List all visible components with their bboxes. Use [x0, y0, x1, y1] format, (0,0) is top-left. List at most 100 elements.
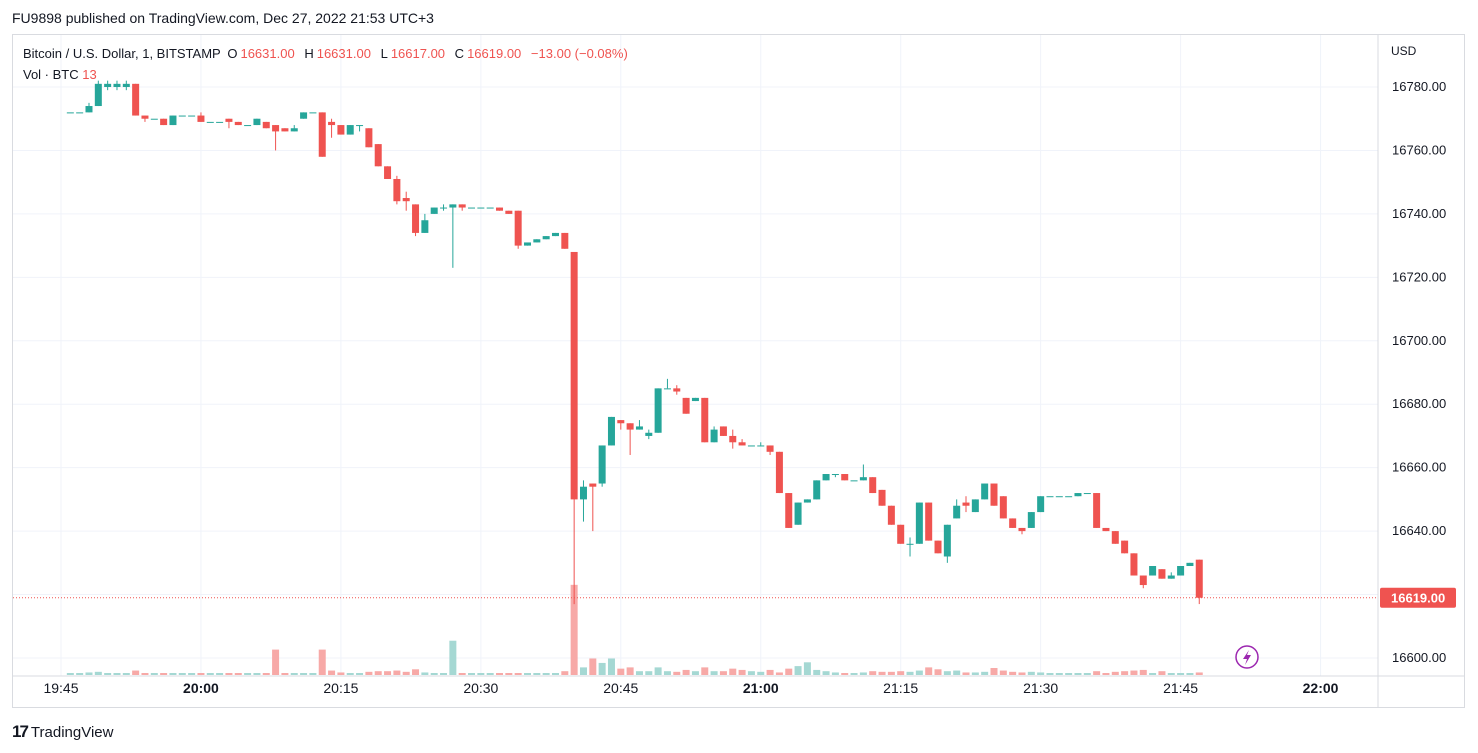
candle-body[interactable] [1177, 566, 1185, 576]
candle-body[interactable] [1130, 553, 1138, 576]
candle-body[interactable] [412, 204, 420, 233]
candle-body[interactable] [272, 125, 280, 132]
candle-body[interactable] [318, 112, 326, 157]
candle-body[interactable] [663, 388, 671, 390]
candle-body[interactable] [300, 112, 308, 119]
candle-body[interactable] [897, 524, 905, 544]
candle-body[interactable] [813, 480, 821, 500]
candle-body[interactable] [579, 486, 587, 500]
candle-body[interactable] [841, 474, 849, 481]
symbol-name[interactable]: Bitcoin / U.S. Dollar, 1, BITSTAMP [23, 46, 221, 61]
candle-body[interactable] [551, 232, 559, 237]
candle-body[interactable] [738, 442, 746, 446]
candle-body[interactable] [654, 388, 662, 433]
candle-body[interactable] [850, 480, 858, 482]
candle-body[interactable] [225, 118, 233, 122]
candle-body[interactable] [1167, 575, 1175, 579]
candle-body[interactable] [971, 499, 979, 513]
candle-body[interactable] [505, 210, 513, 214]
candle-body[interactable] [365, 128, 373, 148]
candle-body[interactable] [524, 242, 531, 246]
candle-body[interactable] [281, 128, 289, 132]
candle-body[interactable] [262, 121, 270, 129]
candle-body[interactable] [626, 423, 634, 430]
candle-body[interactable] [607, 416, 615, 446]
candle-body[interactable] [1009, 518, 1017, 528]
candle-body[interactable] [729, 435, 737, 443]
candle-body[interactable] [766, 445, 774, 452]
candle-body[interactable] [598, 445, 606, 484]
candle-body[interactable] [1037, 496, 1045, 513]
candle-body[interactable] [337, 125, 345, 135]
candle-body[interactable] [94, 83, 102, 107]
candle-body[interactable] [990, 483, 998, 506]
candle-body[interactable] [374, 144, 382, 167]
candle-body[interactable] [449, 204, 457, 208]
candle-body[interactable] [710, 429, 718, 443]
candle-body[interactable] [542, 236, 550, 240]
candle-body[interactable] [803, 499, 811, 503]
candle-body[interactable] [962, 502, 970, 506]
candle-body[interactable] [160, 118, 168, 126]
candle-body[interactable] [1083, 493, 1091, 495]
candle-body[interactable] [150, 118, 158, 120]
candle-body[interactable] [617, 420, 625, 424]
candle-body[interactable] [169, 115, 177, 126]
candle-body[interactable] [831, 474, 839, 476]
candle-body[interactable] [1139, 575, 1147, 586]
candle-body[interactable] [402, 198, 410, 202]
candle-body[interactable] [645, 432, 653, 436]
candle-body[interactable] [533, 239, 541, 243]
candle-body[interactable] [132, 83, 140, 116]
candle-body[interactable] [1102, 527, 1110, 532]
candle-body[interactable] [1065, 496, 1073, 498]
candle-body[interactable] [290, 128, 298, 132]
candle-body[interactable] [393, 178, 401, 202]
candle-body[interactable] [1018, 527, 1026, 532]
candle-body[interactable] [85, 106, 93, 113]
candle-body[interactable] [141, 115, 149, 119]
candle-body[interactable] [1121, 540, 1129, 554]
candle-body[interactable] [999, 496, 1007, 519]
candle-body[interactable] [122, 83, 130, 87]
candle-body[interactable] [76, 112, 84, 114]
candle-body[interactable] [486, 207, 494, 209]
candle-body[interactable] [1027, 512, 1035, 528]
candle-body[interactable] [206, 121, 214, 123]
candle-body[interactable] [934, 540, 942, 554]
candle-body[interactable] [1046, 496, 1054, 498]
candle-body[interactable] [328, 121, 336, 126]
candle-body[interactable] [430, 207, 438, 214]
candle-body[interactable] [244, 125, 252, 127]
candle-body[interactable] [1055, 496, 1063, 498]
candle-body[interactable] [384, 166, 392, 179]
candle-body[interactable] [104, 83, 112, 87]
candle-body[interactable] [775, 451, 783, 494]
candle-body[interactable] [794, 502, 802, 525]
candle-body[interactable] [496, 207, 504, 211]
candle-body[interactable] [234, 121, 242, 126]
candle-body[interactable] [953, 505, 961, 519]
candle-body[interactable] [514, 210, 522, 246]
candle-body[interactable] [822, 474, 830, 481]
candle-body[interactable] [468, 207, 476, 209]
symbol-legend[interactable]: Bitcoin / U.S. Dollar, 1, BITSTAMP O 1663… [23, 46, 631, 61]
candle-body[interactable] [925, 502, 933, 541]
candle-body[interactable] [421, 220, 429, 233]
candle-body[interactable] [253, 118, 261, 126]
candle-body[interactable] [561, 232, 569, 249]
candle-body[interactable] [356, 125, 364, 127]
candle-body[interactable] [1195, 559, 1203, 598]
candle-body[interactable] [178, 115, 186, 117]
candle-body[interactable] [1186, 562, 1194, 567]
candle-body[interactable] [757, 445, 765, 447]
candle-body[interactable] [66, 112, 74, 114]
candle-body[interactable] [906, 543, 914, 545]
candle-body[interactable] [216, 121, 224, 123]
candle-body[interactable] [197, 115, 205, 122]
tradingview-brand[interactable]: 17 TradingView [12, 722, 113, 742]
candle-body[interactable] [981, 483, 989, 500]
candle-body[interactable] [570, 251, 578, 500]
candle-body[interactable] [691, 397, 699, 402]
